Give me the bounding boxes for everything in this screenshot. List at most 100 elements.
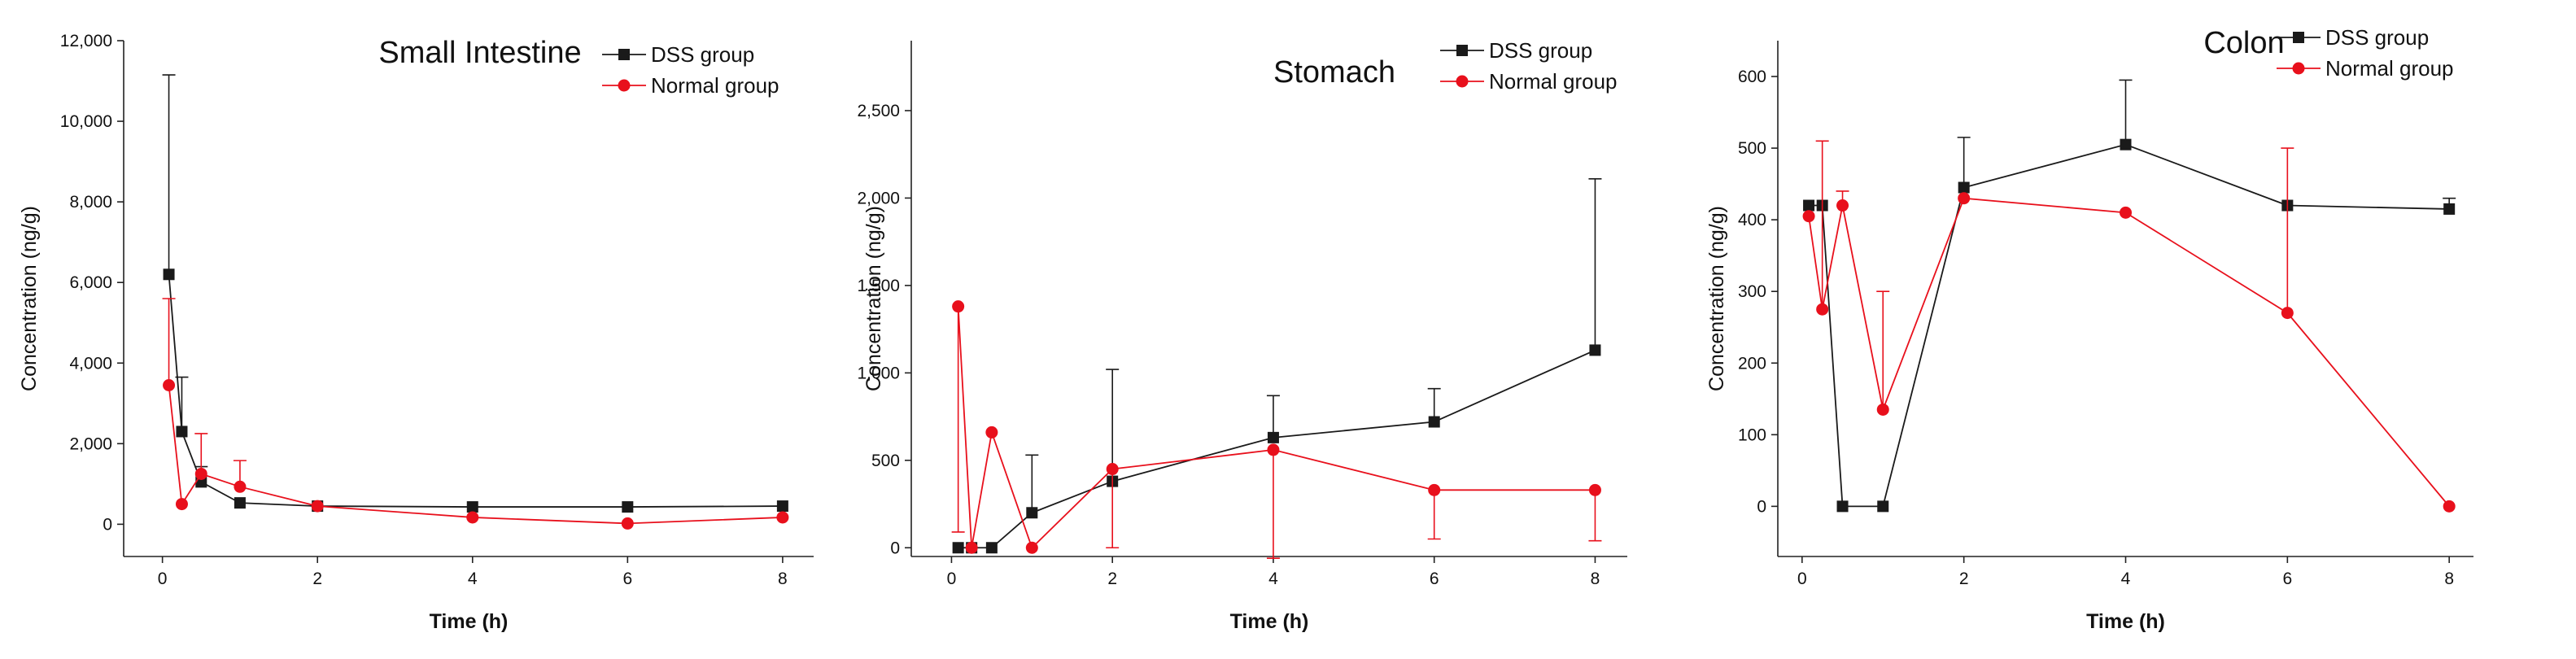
- small-intestine-dss-series: [162, 74, 788, 513]
- stomach-legend-dss-label: DSS group: [1489, 38, 1592, 63]
- stomach-y-tick-label: 1,000: [857, 364, 900, 382]
- colon-x-axis-title: Time (h): [2086, 610, 2165, 633]
- stomach-normal-point: [1106, 463, 1119, 476]
- stomach-normal-point: [1588, 483, 1601, 496]
- small-intestine-y-tick-label: 12,000: [60, 32, 112, 50]
- small-intestine-chart: 0 2,000 4,000 6,000 8,000 10,000 12,000 0 2 4 6 8 Ti…: [18, 32, 814, 633]
- colon-x-tick-label: 4: [2121, 570, 2131, 588]
- small-intestine-dss-line: [168, 274, 783, 508]
- stomach-normal-point: [985, 426, 998, 439]
- colon-dss-line: [1809, 143, 2450, 508]
- colon-dss-point: [2443, 203, 2456, 215]
- colon-dss-point: [1803, 199, 1815, 212]
- small-intestine-y-axis-title: Concentration (ng/g): [18, 206, 41, 391]
- stomach-x-tick-label: 8: [1591, 570, 1600, 588]
- stomach-dss-point: [952, 542, 964, 554]
- small-intestine-legend-normal-marker: [618, 79, 631, 92]
- stomach-dss-point: [1267, 431, 1279, 443]
- colon-y-tick-label: 0: [1757, 497, 1766, 516]
- colon-normal-point: [1958, 192, 1971, 205]
- stomach-y-tick-label: 1,500: [857, 277, 900, 295]
- colon-y-tick-label: 600: [1738, 68, 1766, 86]
- small-intestine-dss-point: [776, 500, 788, 513]
- small-intestine-y-tick-label: 6,000: [69, 273, 112, 292]
- colon-x-tick-label: 0: [1797, 570, 1807, 588]
- colon-normal-point: [2281, 307, 2294, 320]
- colon-x-tick-label: 8: [2444, 570, 2454, 588]
- colon-y-tick-label: 500: [1738, 139, 1766, 158]
- small-intestine-dss-point: [234, 497, 246, 509]
- colon-legend-dss-label: DSS group: [2325, 25, 2429, 50]
- colon-normal-point: [1816, 303, 1829, 316]
- stomach-y-tick-label: 2,000: [857, 189, 900, 207]
- small-intestine-y-tick-label: 8,000: [69, 193, 112, 212]
- small-intestine-dss-point: [176, 426, 188, 438]
- colon-y-tick-label: 200: [1738, 354, 1766, 373]
- stomach-dss-point: [985, 542, 998, 554]
- small-intestine-y-tick-label: 4,000: [69, 354, 112, 373]
- small-intestine-x-axis-title: Time (h): [430, 610, 509, 633]
- colon-dss-point: [2120, 138, 2132, 151]
- colon-y-tick-label: 400: [1738, 211, 1766, 229]
- colon-legend-dss-marker: [2293, 32, 2304, 43]
- stomach-legend: DSS group Normal group: [1440, 38, 1618, 94]
- colon-y-tick-label: 300: [1738, 282, 1766, 301]
- colon-normal-point: [1836, 199, 1849, 212]
- stomach-legend-normal-label: Normal group: [1489, 69, 1618, 94]
- colon-dss-point: [1958, 181, 1970, 194]
- colon-y-axis-title: Concentration (ng/g): [1705, 206, 1728, 391]
- small-intestine-normal-point: [163, 378, 176, 391]
- colon-normal-point: [1802, 210, 1815, 223]
- stomach-x-tick-label: 4: [1268, 570, 1278, 588]
- colon-normal-series: [1802, 140, 2456, 513]
- small-intestine-y-tick-label: 10,000: [60, 112, 112, 131]
- stomach-y-tick-label: 2,500: [857, 102, 900, 120]
- colon-chart-title: Colon: [2203, 26, 2284, 60]
- colon-x-tick-label: 6: [2282, 570, 2292, 588]
- small-intestine-x-tick-label: 0: [158, 570, 168, 588]
- colon-legend: DSS group Normal group: [2277, 25, 2454, 81]
- small-intestine-x-tick-label: 2: [312, 570, 322, 588]
- small-intestine-dss-point: [466, 501, 478, 513]
- colon-normal-point: [2120, 206, 2132, 219]
- small-intestine-x-tick-label: 8: [778, 570, 788, 588]
- colon-dss-point: [1836, 500, 1849, 513]
- stomach-x-axis-title: Time (h): [1230, 610, 1309, 633]
- small-intestine-x-tick-label: 4: [468, 570, 478, 588]
- small-intestine-dss-point: [163, 268, 175, 281]
- colon-normal-point: [1876, 403, 1889, 416]
- colon-x-tick-label: 2: [1959, 570, 1969, 588]
- colon-normal-line: [1808, 197, 2450, 507]
- small-intestine-dss-point: [622, 501, 634, 513]
- stomach-dss-series: [952, 177, 1602, 554]
- small-intestine-chart-title: Small Intestine: [378, 36, 581, 70]
- colon-dss-series: [1803, 79, 2456, 513]
- stomach-y-tick-label: 500: [871, 452, 900, 470]
- stomach-x-tick-label: 6: [1430, 570, 1439, 588]
- stomach-normal-point: [965, 541, 978, 554]
- stomach-normal-point: [1267, 443, 1280, 456]
- stomach-normal-series: [951, 300, 1602, 559]
- colon-dss-point: [1877, 500, 1889, 513]
- small-intestine-normal-series: [162, 298, 789, 530]
- stomach-normal-point: [1025, 541, 1038, 554]
- stomach-x-tick-label: 0: [947, 570, 957, 588]
- small-intestine-y-tick-label: 2,000: [69, 434, 112, 453]
- small-intestine-normal-point: [175, 498, 188, 511]
- small-intestine-normal-point: [466, 511, 479, 524]
- stomach-legend-dss-marker: [1456, 45, 1468, 56]
- stomach-normal-point: [952, 300, 965, 313]
- stomach-normal-line: [957, 306, 1596, 549]
- stomach-y-axis-title: Concentration (ng/g): [862, 206, 885, 391]
- small-intestine-normal-point: [776, 511, 789, 524]
- small-intestine-legend-dss-label: DSS group: [651, 42, 754, 67]
- stomach-normal-point: [1428, 483, 1441, 496]
- stomach-y-tick-label: 0: [890, 539, 900, 557]
- stomach-chart: 0 500 1,000 1,500 2,000 2,500 0 2 4 6 8 Time (h) Con…: [857, 38, 1627, 633]
- colon-normal-point: [2443, 500, 2456, 513]
- small-intestine-legend-normal-label: Normal group: [651, 73, 779, 98]
- stomach-dss-point: [1026, 507, 1038, 519]
- small-intestine-legend-dss-marker: [618, 49, 630, 60]
- stomach-chart-title: Stomach: [1273, 55, 1395, 89]
